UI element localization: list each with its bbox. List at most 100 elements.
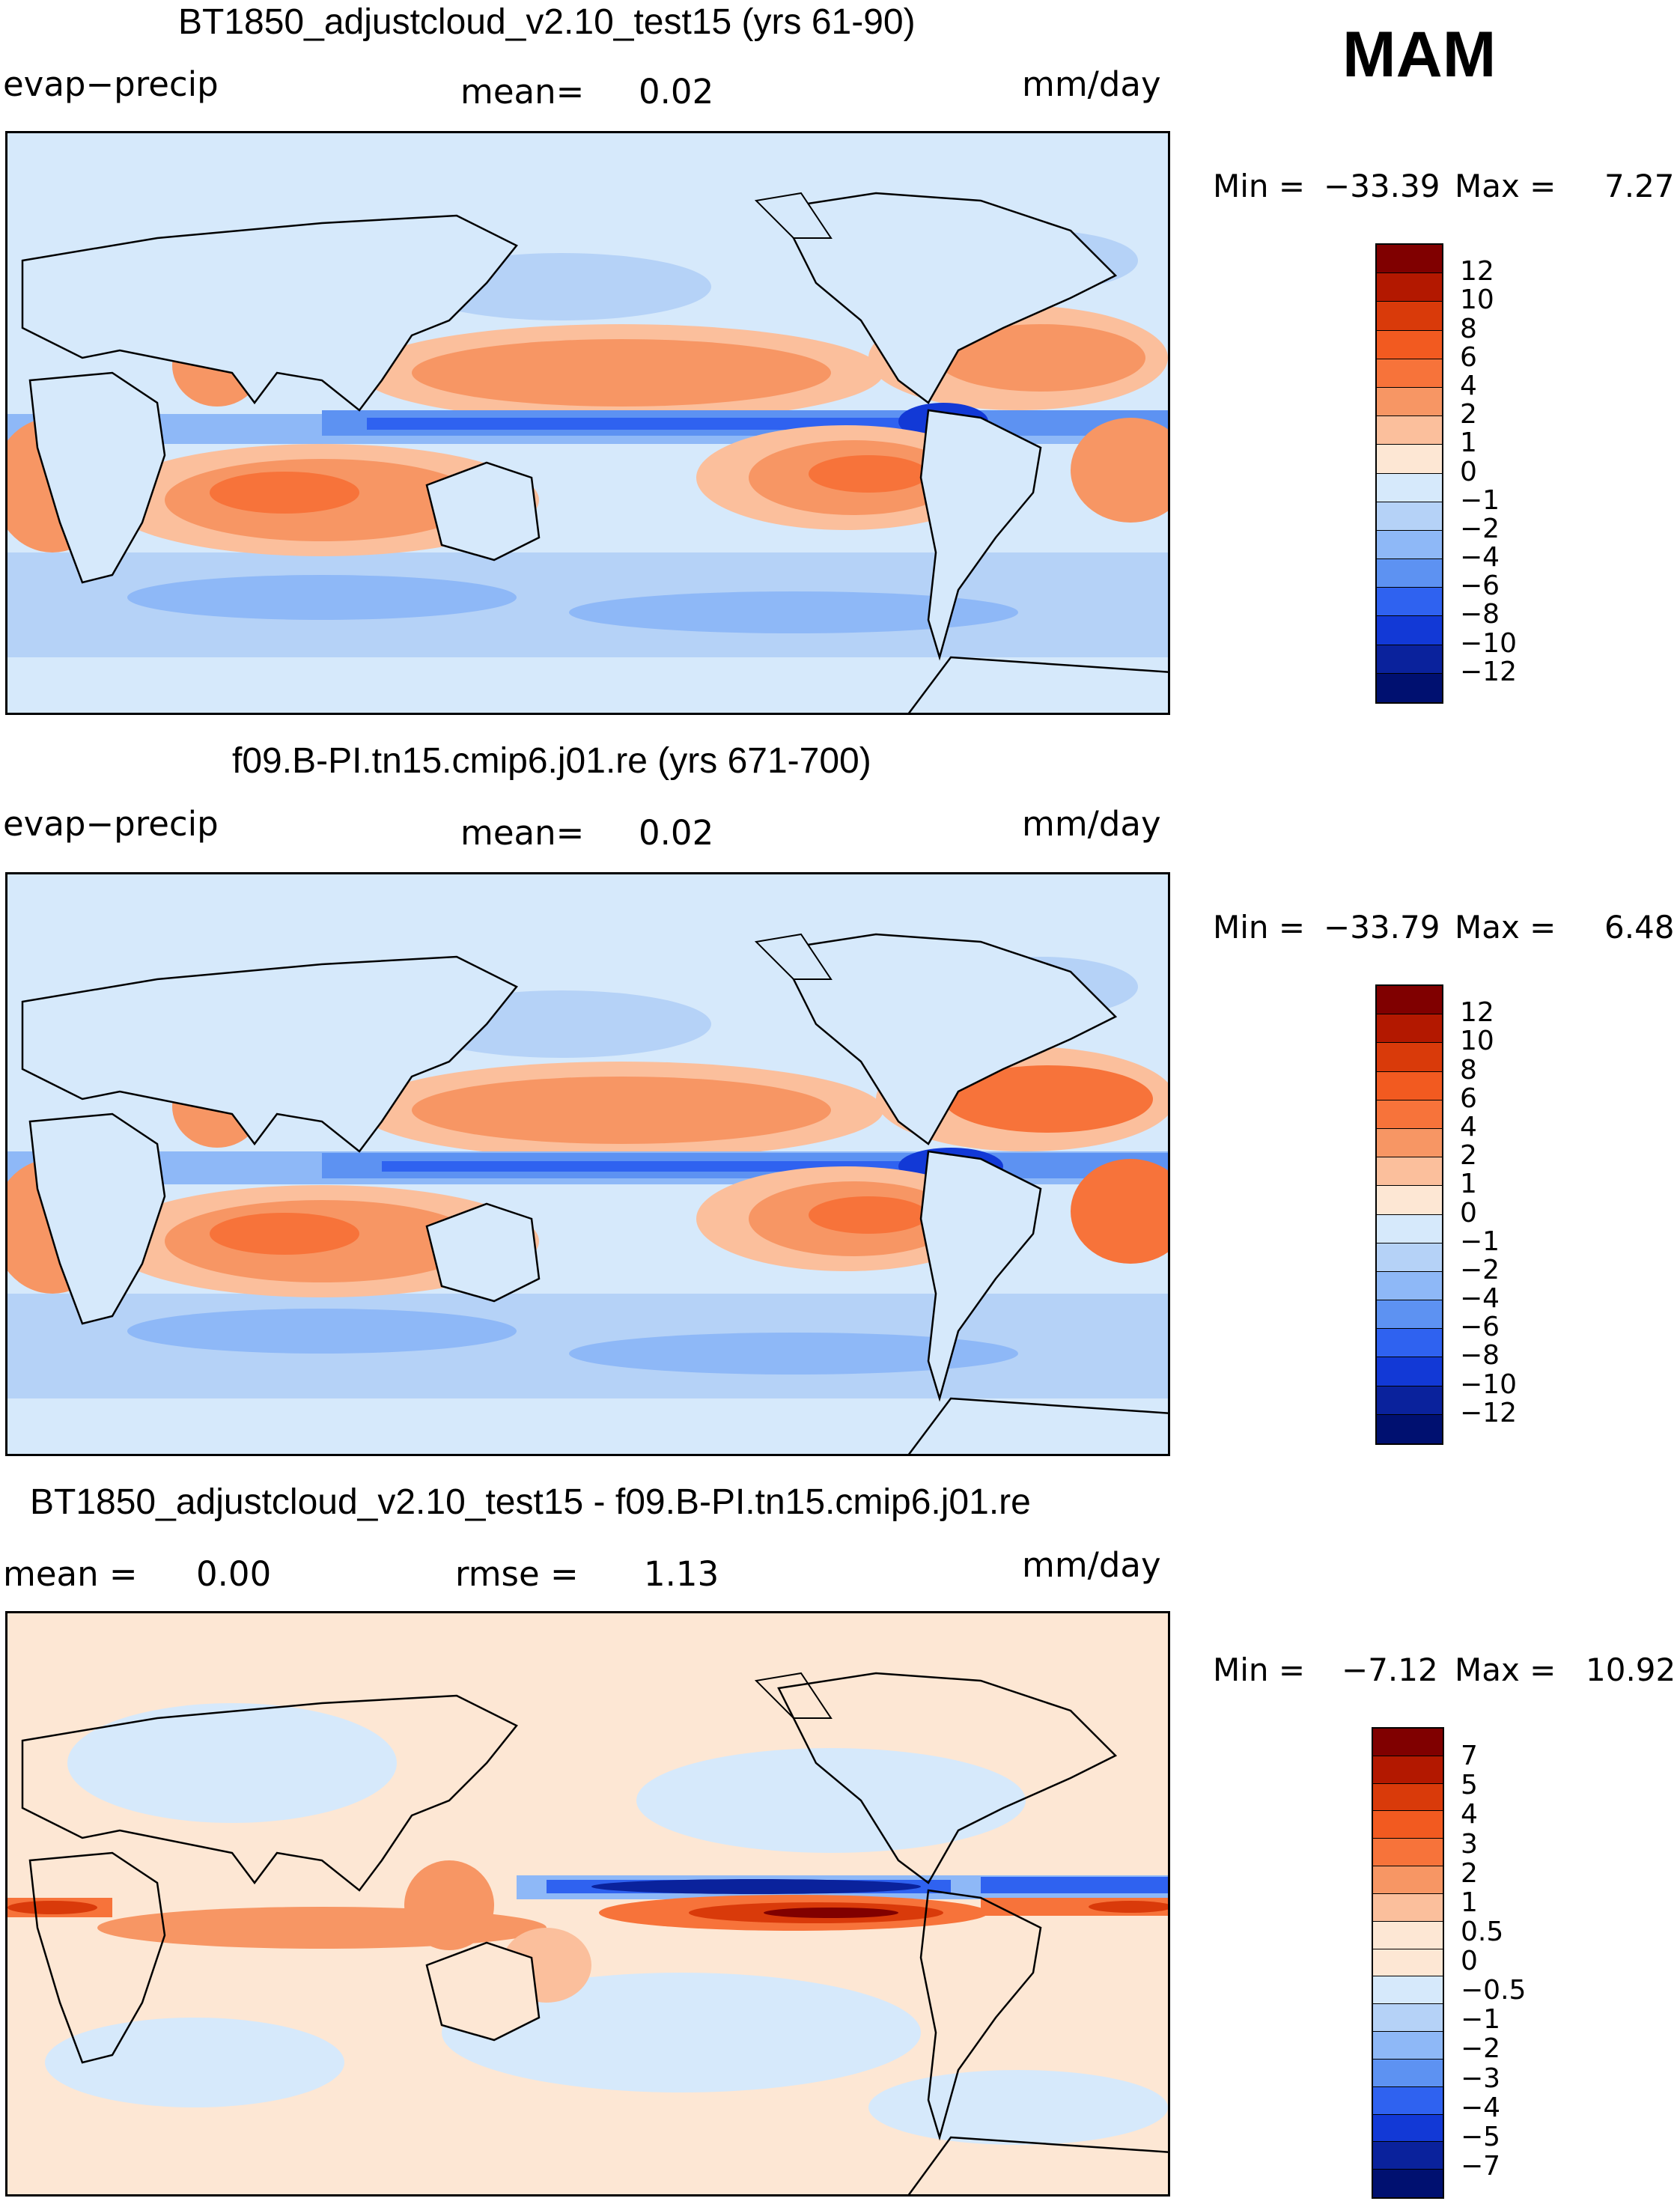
colorbar-box	[1373, 1756, 1443, 1784]
colorbar-tick-label: −4	[1461, 2092, 1501, 2123]
colorbar-box	[1377, 1100, 1442, 1129]
colorbar-box	[1377, 1243, 1442, 1272]
colorbar-box	[1377, 1357, 1442, 1386]
colorbar-tick-label: −4	[1460, 1283, 1500, 1315]
colorbar-tick-label: −4	[1460, 542, 1500, 573]
colorbar-tick-label: 1	[1460, 1169, 1477, 1200]
colorbar-tick-label: 10	[1460, 284, 1494, 316]
colorbar-box	[1377, 1186, 1442, 1215]
panel1-max-value: 7.27	[1604, 168, 1675, 204]
colorbar-tick-label: 3	[1461, 1828, 1478, 1860]
panel2-title: f09.B-PI.tn15.cmip6.j01.re (yrs 671-700)	[232, 741, 871, 781]
colorbar-box	[1377, 1271, 1442, 1301]
colorbar-box	[1373, 1839, 1443, 1867]
colorbar-box	[1377, 273, 1442, 302]
panel2-mean-value: 0.02	[639, 813, 714, 853]
colorbar-box	[1377, 673, 1442, 702]
panel2-units: mm/day	[1022, 804, 1161, 844]
colorbar-tick-label: −2	[1461, 2033, 1501, 2065]
colorbar-box	[1377, 302, 1442, 331]
colorbar-box	[1373, 1729, 1443, 1756]
colorbar-box	[1377, 445, 1442, 474]
panel3-mean-value: 0.00	[196, 1554, 272, 1594]
colorbar-box	[1377, 1386, 1442, 1415]
colorbar-box	[1377, 559, 1442, 588]
colorbar-tick-label: −6	[1460, 1312, 1500, 1343]
panel2-max-label: Max =	[1455, 909, 1556, 946]
panel2-map	[5, 872, 1170, 1456]
panel3-map	[5, 1611, 1170, 2197]
colorbar-box	[1377, 330, 1442, 359]
panel1-mean-value: 0.02	[639, 72, 714, 112]
panel2-variable-label: evap−precip	[3, 804, 219, 844]
panel3-min-value: −7.12	[1342, 1652, 1438, 1688]
season-label: MAM	[1342, 19, 1497, 91]
colorbar-box	[1377, 1414, 1442, 1443]
colorbar-tick-label: 5	[1461, 1770, 1478, 1801]
panel2-colorbar	[1375, 984, 1443, 1445]
colorbar-box	[1377, 616, 1442, 645]
colorbar-tick-label: −10	[1460, 1369, 1517, 1400]
colorbar-tick-label: −12	[1460, 1397, 1517, 1428]
colorbar-tick-label: −1	[1461, 2004, 1501, 2036]
panel2-mean-label: mean=	[460, 813, 585, 853]
colorbar-tick-label: −7	[1461, 2150, 1501, 2182]
colorbar-tick-label: −12	[1460, 656, 1517, 687]
colorbar-box	[1373, 2086, 1443, 2115]
colorbar-box	[1377, 387, 1442, 417]
colorbar-box	[1377, 986, 1442, 1015]
panel2-max-value: 6.48	[1604, 909, 1675, 946]
colorbar-box	[1377, 245, 1442, 274]
colorbar-box	[1373, 1811, 1443, 1839]
colorbar-box	[1377, 502, 1442, 531]
panel3-min-label: Min =	[1213, 1652, 1306, 1688]
colorbar-box	[1377, 416, 1442, 445]
colorbar-tick-label: 0	[1461, 1946, 1478, 1976]
panel2-map-field	[7, 874, 1168, 1454]
panel3-colorbar	[1372, 1727, 1444, 2199]
panel1-title: BT1850_adjustcloud_v2.10_test15 (yrs 61-…	[178, 2, 916, 42]
colorbar-tick-label: −1	[1460, 1226, 1500, 1257]
colorbar-tick-label: 12	[1460, 997, 1494, 1029]
colorbar-tick-label: −8	[1460, 599, 1500, 630]
colorbar-tick-label: 4	[1460, 370, 1477, 401]
panel1-min-label: Min =	[1213, 168, 1306, 204]
panel3-title: BT1850_adjustcloud_v2.10_test15 - f09.B-…	[30, 1482, 1031, 1522]
colorbar-box	[1373, 2004, 1443, 2033]
colorbar-box	[1373, 2142, 1443, 2170]
colorbar-box	[1377, 1214, 1442, 1243]
panel3-rmse-value: 1.13	[644, 1554, 719, 1594]
colorbar-box	[1373, 1866, 1443, 1894]
colorbar-tick-label: −3	[1461, 2063, 1501, 2094]
colorbar-box	[1377, 1157, 1442, 1187]
colorbar-box	[1373, 2032, 1443, 2060]
colorbar-tick-label: 6	[1460, 1083, 1477, 1114]
panel1-mean-label: mean=	[460, 72, 585, 112]
colorbar-tick-label: 0.5	[1461, 1916, 1504, 1947]
colorbar-box	[1373, 2059, 1443, 2087]
colorbar-box	[1377, 530, 1442, 560]
colorbar-box	[1377, 359, 1442, 388]
colorbar-box	[1377, 645, 1442, 674]
colorbar-box	[1373, 1949, 1443, 1977]
colorbar-tick-label: 8	[1460, 1054, 1477, 1086]
colorbar-tick-label: 4	[1461, 1799, 1478, 1830]
panel2-min-value: −33.79	[1324, 909, 1440, 946]
panel2-min-label: Min =	[1213, 909, 1306, 946]
colorbar-tick-label: 0	[1460, 1197, 1477, 1229]
colorbar-tick-label: −8	[1460, 1340, 1500, 1372]
panel1-min-value: −33.39	[1324, 168, 1440, 204]
colorbar-box	[1377, 1043, 1442, 1072]
colorbar-tick-label: 10	[1460, 1026, 1494, 1057]
colorbar-tick-label: 6	[1460, 341, 1477, 373]
colorbar-box	[1377, 1014, 1442, 1044]
colorbar-box	[1377, 1300, 1442, 1330]
colorbar-box	[1377, 1128, 1442, 1158]
colorbar-box	[1373, 2114, 1443, 2143]
colorbar-tick-label: 1	[1460, 427, 1477, 459]
colorbar-tick-label: 0	[1460, 456, 1477, 487]
panel1-map	[5, 131, 1170, 715]
colorbar-box	[1373, 1976, 1443, 2005]
panel3-max-label: Max =	[1455, 1652, 1556, 1688]
panel3-units: mm/day	[1022, 1545, 1161, 1585]
